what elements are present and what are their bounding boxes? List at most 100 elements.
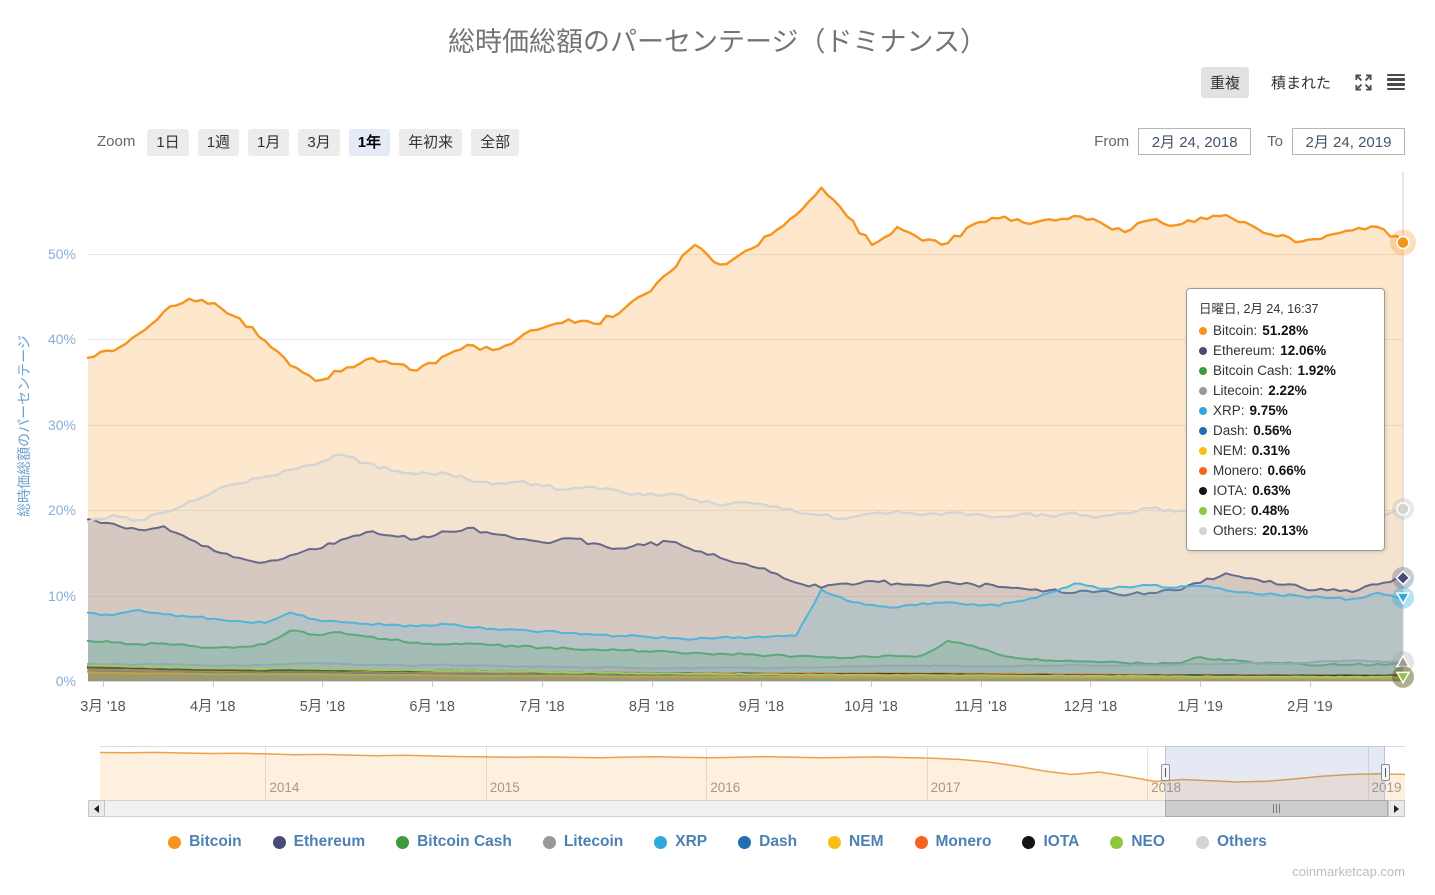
- legend-item-iota[interactable]: IOTA: [1022, 833, 1079, 851]
- x-axis-label: 12月 '18: [1063, 699, 1118, 715]
- series-line-ethereum: [87, 518, 1404, 597]
- navigator-year-label: 2015: [490, 780, 520, 795]
- legend-item-bitcoin[interactable]: Bitcoin: [168, 833, 242, 851]
- legend-label: NEM: [849, 833, 884, 850]
- series-marker-ethereum: [1395, 570, 1411, 586]
- tooltip-series-value: 0.63%: [1252, 483, 1291, 498]
- legend-marker-ethereum: [272, 835, 286, 849]
- navigator-year-label: 2018: [1151, 780, 1181, 795]
- tooltip-series-dot: [1199, 427, 1207, 435]
- from-date-input[interactable]: [1138, 127, 1252, 155]
- tooltip-series-value: 1.92%: [1297, 363, 1336, 378]
- zoom-button-3[interactable]: 3月: [298, 128, 340, 156]
- scrollbar-left-arrow[interactable]: [88, 800, 105, 817]
- tooltip-row: NEM: 0.31%: [1199, 441, 1372, 461]
- legend-item-ethereum[interactable]: Ethereum: [272, 833, 365, 851]
- zoom-button-1[interactable]: 1週: [197, 128, 240, 156]
- legend-marker-dash: [738, 835, 752, 849]
- tooltip-series-value: 51.28%: [1262, 323, 1309, 338]
- tooltip-series-name: Dash:: [1213, 423, 1249, 438]
- series-line-neo: [87, 664, 1404, 679]
- x-axis-label: 4月 '18: [189, 699, 236, 715]
- series-marker-others: [1396, 502, 1410, 516]
- tooltip-series-name: Monero:: [1213, 463, 1263, 478]
- tooltip-series-value: 0.48%: [1251, 503, 1290, 518]
- tooltip-row: Bitcoin Cash: 1.92%: [1199, 361, 1372, 381]
- navigator-year-label: 2016: [710, 780, 740, 795]
- from-label: From: [1094, 132, 1130, 150]
- y-gridline: [88, 253, 1403, 255]
- chart-context-menu-icon[interactable]: [1387, 73, 1405, 91]
- tooltip-series-name: NEO:: [1213, 503, 1247, 518]
- legend-item-dash[interactable]: Dash: [738, 833, 797, 851]
- x-axis-label: 5月 '18: [299, 699, 346, 715]
- tooltip-series-dot: [1199, 447, 1207, 455]
- zoom-button-0[interactable]: 1日: [147, 128, 189, 156]
- zoom-button-5[interactable]: 年初来: [399, 128, 463, 156]
- y-axis-label: 0%: [55, 673, 76, 689]
- to-date-input[interactable]: [1292, 127, 1405, 155]
- stacked-toggle-button[interactable]: 積まれた: [1270, 74, 1331, 92]
- fullscreen-icon[interactable]: [1353, 72, 1374, 93]
- navigator-selection[interactable]: [1165, 746, 1386, 800]
- tooltip-series-name: Bitcoin:: [1213, 323, 1258, 338]
- left-arrow-icon: [94, 804, 99, 813]
- tooltip-series-name: XRP:: [1213, 403, 1245, 418]
- legend-label: Bitcoin: [189, 833, 242, 850]
- chart-tooltip: 日曜日, 2月 24, 16:37 Bitcoin: 51.28% Ethereum…: [1186, 288, 1385, 551]
- tooltip-series-dot: [1199, 527, 1207, 535]
- legend-item-neo[interactable]: NEO: [1110, 833, 1165, 851]
- overlap-toggle-button[interactable]: 重複: [1200, 66, 1249, 98]
- legend-item-litecoin[interactable]: Litecoin: [542, 833, 623, 851]
- x-axis-tick: [871, 681, 873, 687]
- legend-marker-bitcoin: [168, 835, 182, 849]
- legend-item-xrp[interactable]: XRP: [654, 833, 707, 851]
- legend-item-bitcoin-cash[interactable]: Bitcoin Cash: [396, 833, 512, 851]
- scrollbar-right-arrow[interactable]: [1388, 800, 1405, 817]
- zoom-button-2[interactable]: 1月: [248, 128, 290, 156]
- navigator-right-handle[interactable]: [1380, 764, 1390, 781]
- series-area-others: [88, 454, 1403, 681]
- legend-marker-others: [1195, 835, 1209, 849]
- series-line-others: [86, 453, 1405, 524]
- x-axis-tick: [1090, 681, 1092, 687]
- tooltip-series-value: 0.66%: [1267, 463, 1306, 478]
- zoom-button-6[interactable]: 全部: [471, 128, 520, 156]
- series-marker-neo: [1395, 671, 1411, 685]
- legend-label: Others: [1216, 833, 1267, 850]
- tooltip-series-dot: [1199, 507, 1207, 515]
- zoom-button-4[interactable]: 1年: [348, 128, 391, 156]
- chart-mode-toggle: 重複 積まれた: [1200, 66, 1405, 98]
- navigator[interactable]: 2014 2015 2016 2017 2018 2019: [100, 746, 1405, 801]
- dominance-chart-canvas[interactable]: [86, 172, 1416, 688]
- legend-marker-xrp: [654, 835, 668, 849]
- legend-item-others[interactable]: Others: [1195, 833, 1267, 851]
- legend-label: Monero: [935, 833, 992, 850]
- tooltip-row: NEO: 0.48%: [1199, 501, 1372, 521]
- plot-area[interactable]: [86, 172, 1416, 688]
- right-arrow-icon: [1394, 804, 1399, 813]
- tooltip-series-dot: [1199, 467, 1207, 475]
- y-axis-label: 20%: [47, 502, 76, 518]
- legend-item-nem[interactable]: NEM: [828, 833, 884, 851]
- navigator-year-label: 2019: [1372, 780, 1402, 795]
- scrollbar-thumb[interactable]: [1165, 800, 1388, 817]
- legend-item-monero[interactable]: Monero: [914, 833, 992, 851]
- legend-label: Bitcoin Cash: [417, 833, 512, 850]
- legend-label: Dash: [759, 833, 798, 850]
- x-axis-label: 3月 '18: [80, 699, 126, 715]
- tooltip-series-value: 2.22%: [1268, 383, 1307, 398]
- x-axis-tick: [651, 681, 653, 687]
- tooltip-row: Dash: 0.56%: [1199, 421, 1372, 441]
- navigator-canvas[interactable]: [100, 747, 1405, 801]
- tooltip-series-name: Bitcoin Cash:: [1213, 363, 1293, 378]
- tooltip-row: Bitcoin: 51.28%: [1199, 321, 1372, 341]
- series-line-litecoin: [87, 659, 1404, 670]
- tooltip-row: IOTA: 0.63%: [1199, 481, 1372, 501]
- tooltip-series-dot: [1199, 347, 1207, 355]
- navigator-left-handle[interactable]: [1160, 764, 1170, 781]
- tooltip-series-value: 0.56%: [1253, 423, 1292, 438]
- tooltip-header: 日曜日, 2月 24, 16:37: [1199, 302, 1319, 316]
- tooltip-row: XRP: 9.75%: [1199, 401, 1372, 421]
- tooltip-series-value: 0.31%: [1251, 443, 1291, 458]
